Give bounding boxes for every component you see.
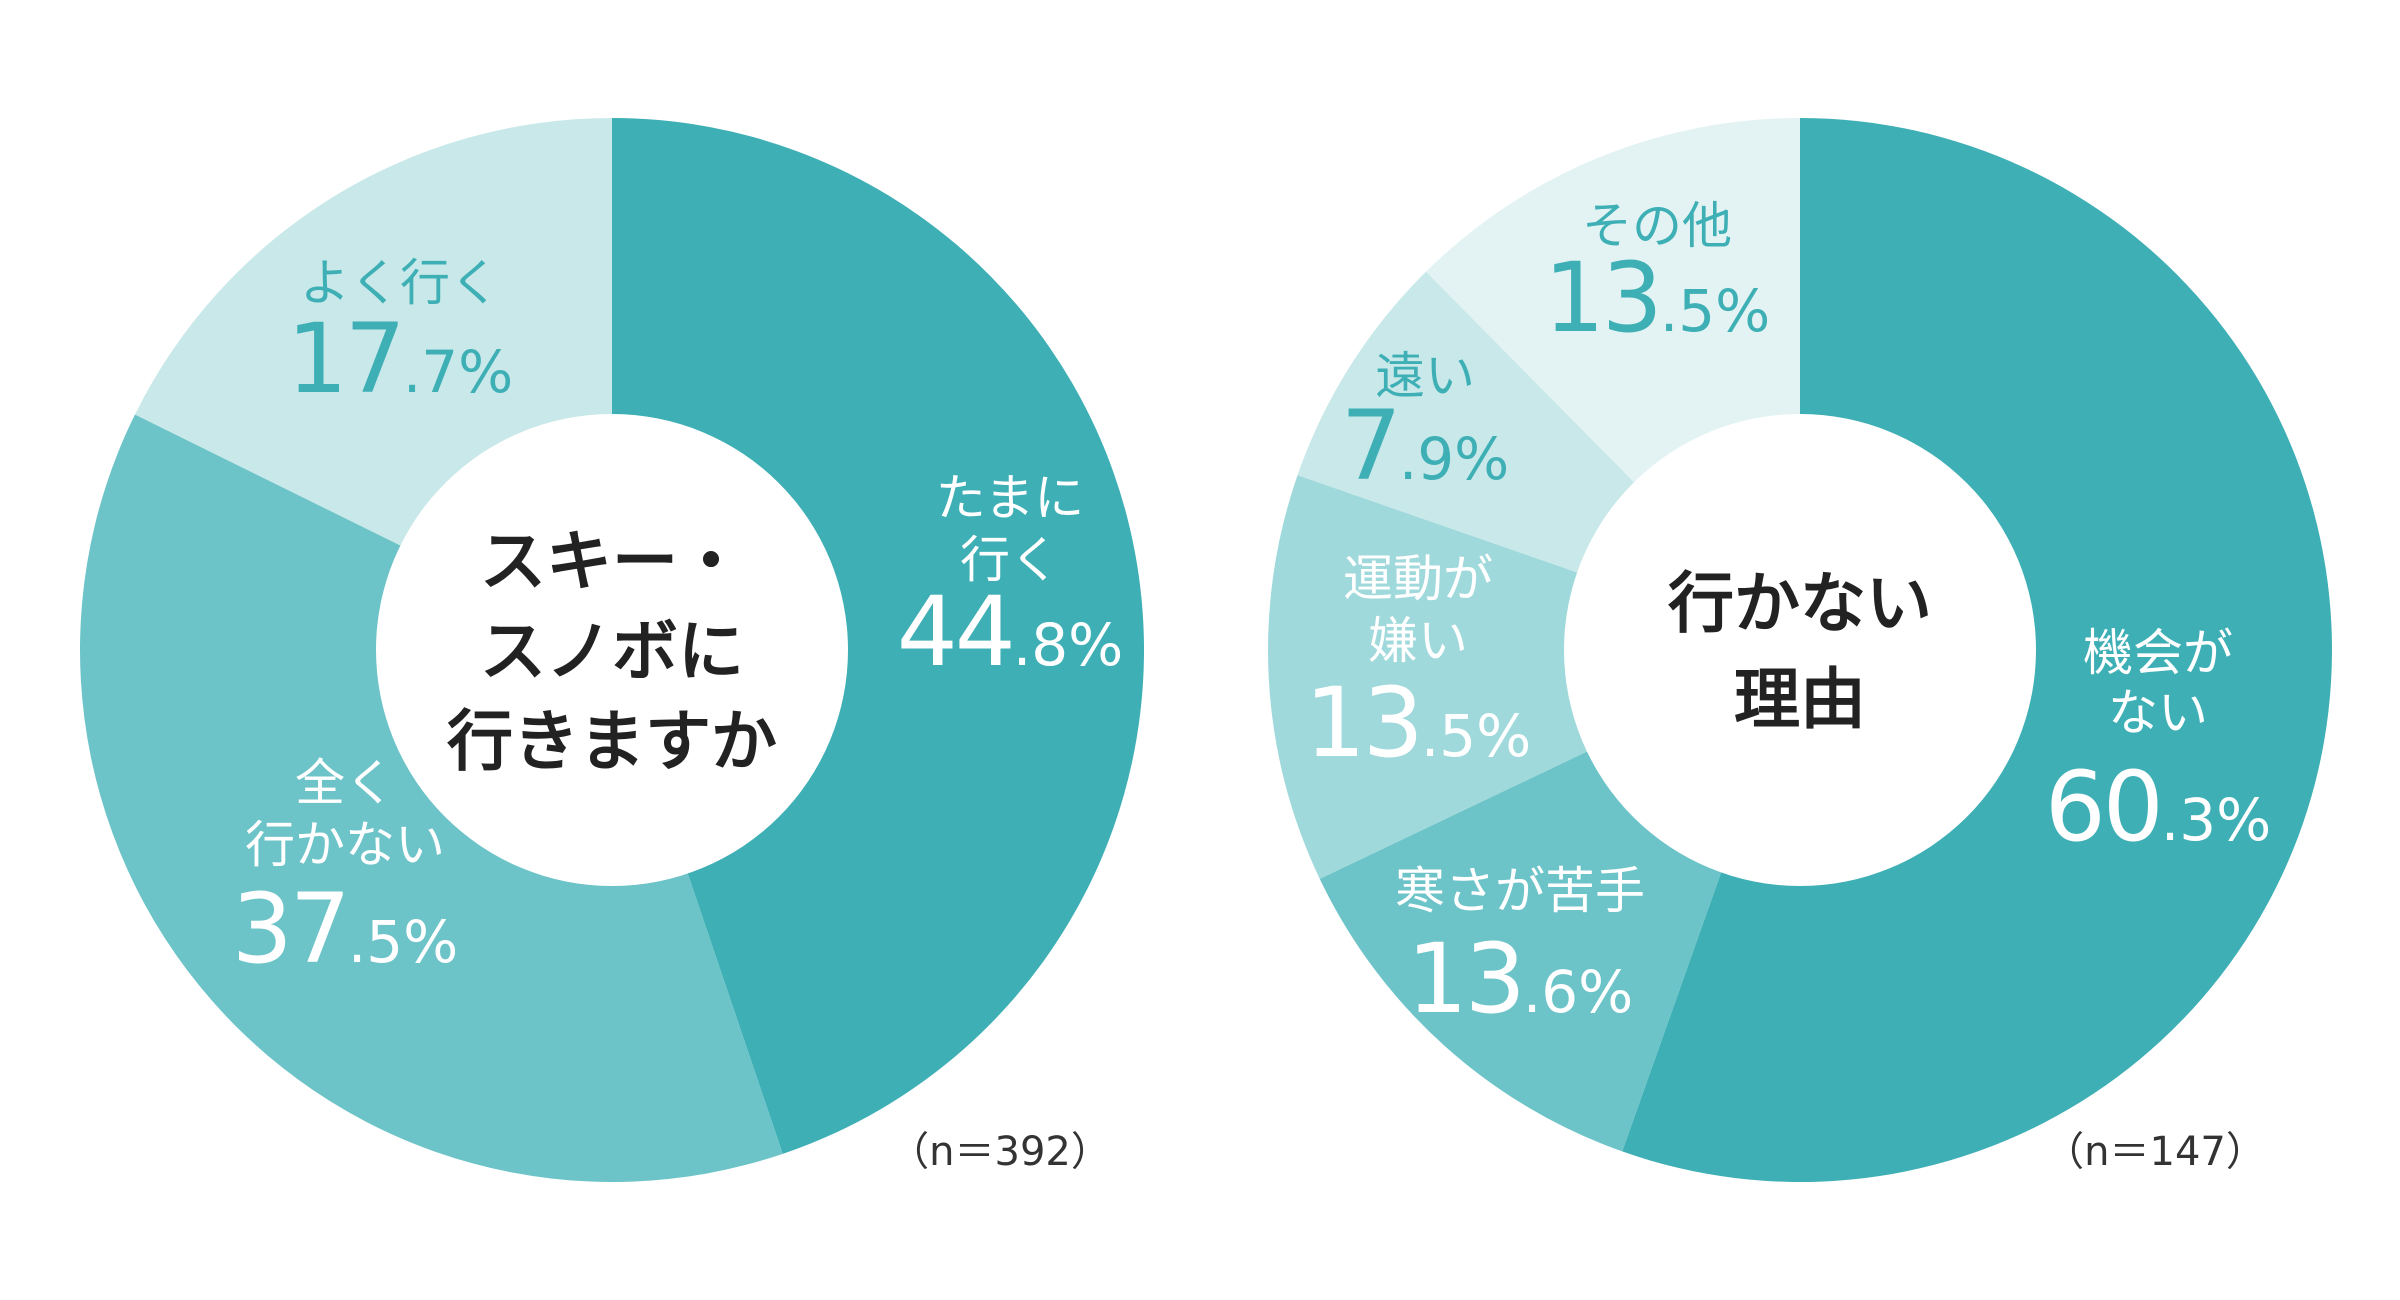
slice-value-label: 44.8%: [897, 576, 1124, 688]
slice-label: 行かない: [245, 816, 445, 874]
slice-label: たまに: [936, 469, 1085, 527]
slice-label: 全く: [295, 754, 395, 812]
slice-label: 嫌い: [1368, 612, 1468, 670]
pie-slice: [1267, 475, 1800, 879]
pie-slice: [612, 118, 1145, 1154]
slice-label: 機会が: [2083, 624, 2233, 682]
donut-hole: [376, 414, 848, 886]
center-title-line: 行きますか: [447, 703, 777, 780]
slice-label: ない: [2108, 684, 2208, 742]
slice-label: 行く: [960, 531, 1060, 589]
slice-value-label: 7.9%: [1341, 390, 1510, 502]
slice-value-label: 37.5%: [232, 873, 459, 985]
center-title-line: 理由: [1734, 661, 1866, 738]
slice-value-label: 13.5%: [1544, 242, 1771, 354]
slice-label: 遠い: [1375, 347, 1475, 405]
sample-size-label: （n＝147）: [2044, 1129, 2266, 1175]
slice-value-label: 60.3%: [2045, 751, 2272, 863]
slice-value-label: 13.5%: [1305, 667, 1532, 779]
slice-label: 寒さが苦手: [1395, 862, 1645, 920]
center-title-line: 行かない: [1668, 565, 1932, 642]
slice-value-label: 17.7%: [287, 303, 514, 415]
slice-label: よく行く: [300, 254, 500, 312]
donut-hole: [1564, 414, 2036, 886]
center-title-line: スノボに: [480, 613, 744, 690]
sample-size-label: （n＝392）: [889, 1129, 1111, 1175]
slice-value-label: 13.6%: [1407, 923, 1634, 1035]
center-title-line: スキー・: [480, 523, 744, 600]
slice-label: その他: [1582, 197, 1732, 255]
slice-label: 運動が: [1343, 550, 1493, 608]
donut-chart-2: 行かない理由機会がない60.3%寒さが苦手13.6%運動が嫌い13.5%遠い7.…: [1267, 118, 2332, 1182]
